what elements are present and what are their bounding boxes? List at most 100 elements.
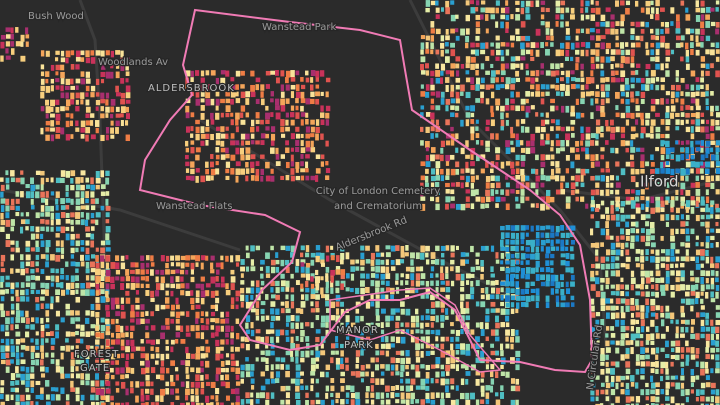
building (230, 84, 236, 91)
building (380, 392, 385, 399)
building (530, 56, 535, 62)
building (320, 161, 324, 167)
building (205, 290, 210, 297)
building (675, 228, 679, 235)
building (195, 283, 201, 289)
building (430, 294, 435, 301)
building (15, 27, 19, 33)
building (560, 189, 566, 195)
building (560, 225, 565, 231)
building (685, 112, 690, 118)
building (330, 315, 335, 321)
building (645, 403, 649, 405)
building (95, 353, 99, 360)
building (115, 92, 121, 97)
building (105, 325, 110, 332)
building (300, 283, 304, 289)
building (205, 374, 209, 380)
building (315, 287, 319, 294)
building (80, 120, 86, 128)
building (165, 381, 170, 387)
building (555, 281, 561, 289)
building (200, 374, 204, 381)
building (280, 273, 285, 279)
building (540, 182, 545, 188)
building (685, 319, 690, 325)
building (195, 290, 200, 298)
building (510, 357, 515, 364)
building (690, 291, 696, 296)
building (495, 70, 500, 75)
building (695, 375, 700, 380)
building (650, 35, 656, 40)
building (70, 240, 75, 246)
building (450, 259, 455, 265)
building (710, 256, 714, 264)
building (445, 371, 450, 376)
building (75, 359, 81, 365)
building (485, 392, 490, 399)
building (340, 301, 344, 307)
building (95, 388, 101, 395)
building (700, 154, 705, 161)
building (185, 112, 190, 119)
building (515, 364, 520, 371)
building (680, 56, 684, 62)
building (620, 249, 624, 257)
building (65, 233, 70, 241)
building (455, 98, 460, 104)
building (630, 147, 636, 153)
building (10, 226, 15, 232)
building (345, 357, 349, 363)
building (110, 262, 116, 269)
building (615, 91, 620, 99)
building (20, 366, 25, 372)
building (635, 147, 641, 152)
building (575, 182, 579, 187)
building (340, 269, 346, 276)
building (340, 385, 345, 392)
building (610, 298, 614, 304)
building (140, 353, 146, 359)
building (700, 119, 705, 124)
building (70, 64, 75, 70)
building (15, 373, 21, 378)
building (375, 315, 380, 322)
building (290, 287, 295, 293)
building (700, 147, 704, 153)
building (695, 0, 699, 8)
building (285, 147, 290, 153)
building (560, 253, 566, 258)
building (515, 70, 520, 77)
building (445, 119, 450, 126)
building (200, 402, 204, 405)
building (110, 346, 114, 352)
building (415, 350, 420, 357)
building (190, 77, 194, 82)
building (540, 225, 546, 231)
building (525, 91, 531, 97)
building (705, 49, 710, 55)
building (515, 77, 521, 83)
building (400, 308, 405, 315)
building (315, 133, 319, 141)
building (355, 259, 360, 264)
building (700, 291, 704, 296)
building (295, 315, 300, 322)
building (260, 140, 265, 146)
building (655, 382, 660, 388)
building (160, 332, 165, 340)
building (365, 371, 369, 377)
building (285, 140, 289, 146)
building (640, 161, 645, 168)
building (85, 106, 91, 113)
building (80, 254, 84, 261)
building (365, 245, 370, 251)
building (625, 389, 630, 396)
building (665, 284, 669, 291)
building (255, 399, 260, 404)
building (255, 287, 260, 294)
building (285, 77, 289, 84)
building (505, 274, 509, 281)
building (565, 182, 570, 189)
